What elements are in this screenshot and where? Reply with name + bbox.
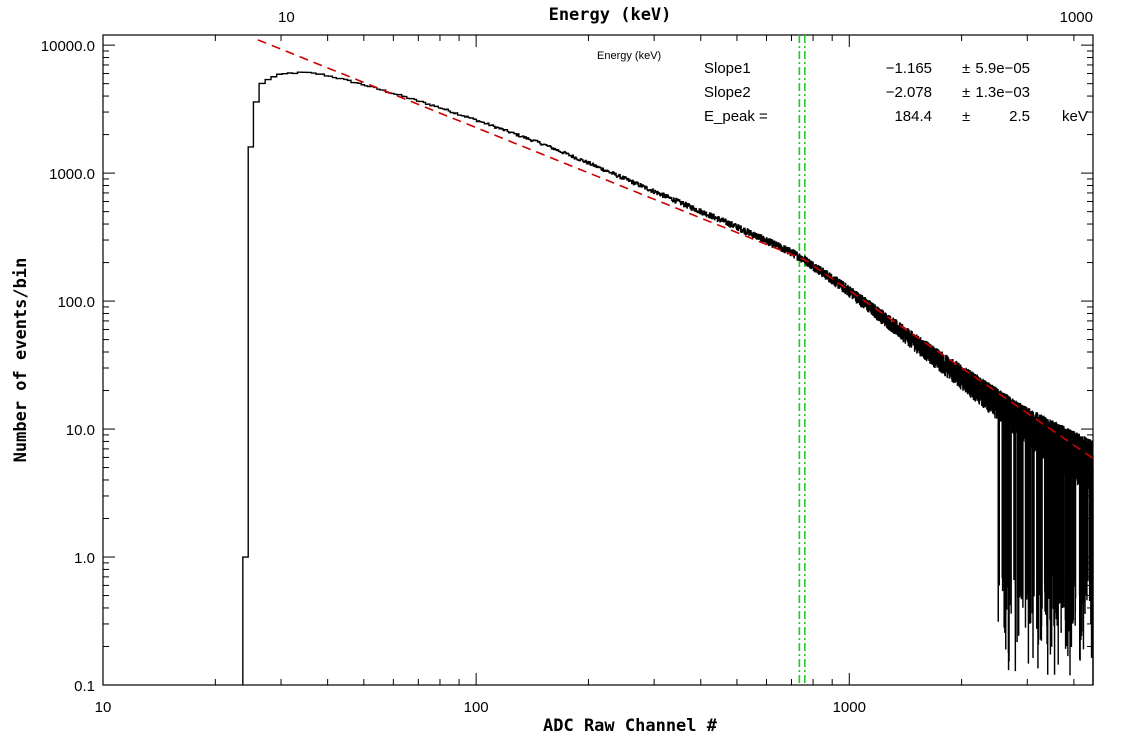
annotation-row-name: E_peak = [704,108,768,125]
y-tick-label: 1000.0 [49,166,95,183]
fit-line-series [257,39,1094,460]
annotation-row-name: Slope2 [704,84,751,101]
fit-results-annotation: Energy (keV) Slope1 −1.165 ±5.9e−05 Slope2 −… [597,50,1088,125]
x-axis-label: ADC Raw Channel # [543,716,718,736]
top-axis-label: Energy (keV) [549,5,672,25]
annotation-row-pm: ± [962,108,970,125]
y-tick-label: 10000.0 [41,38,95,55]
top-x-tick-label: 10 [278,9,295,26]
y-tick-label: 0.1 [74,678,95,695]
annotation-row-error: 2.5 [1009,108,1030,125]
annotation-row-value: −1.165 [886,60,932,77]
annotation-row-pm: ± [962,60,970,77]
annotation-row-pm: ± [962,84,970,101]
y-axis-label: Number of events/bin [11,258,31,463]
top-x-tick-label: 1000 [1060,9,1093,26]
y-tick-label: 100.0 [57,294,95,311]
histogram-series [242,71,1094,685]
annotation-row-name: Slope1 [704,60,751,77]
annotation-row-unit: keV [1062,108,1088,125]
annotation-energy-label: Energy (keV) [597,50,661,62]
x-tick-label: 1000 [833,699,866,716]
x-tick-label: 10 [95,699,112,716]
y-tick-label: 10.0 [66,422,95,439]
x-tick-label: 100 [464,699,489,716]
annotation-row-error: 5.9e−05 [975,60,1030,77]
plot-frame [102,34,1094,686]
annotation-row-value: 184.4 [894,108,932,125]
annotation-row-value: −2.078 [886,84,932,101]
y-tick-label: 1.0 [74,550,95,567]
annotation-row-error: 1.3e−03 [975,84,1030,101]
